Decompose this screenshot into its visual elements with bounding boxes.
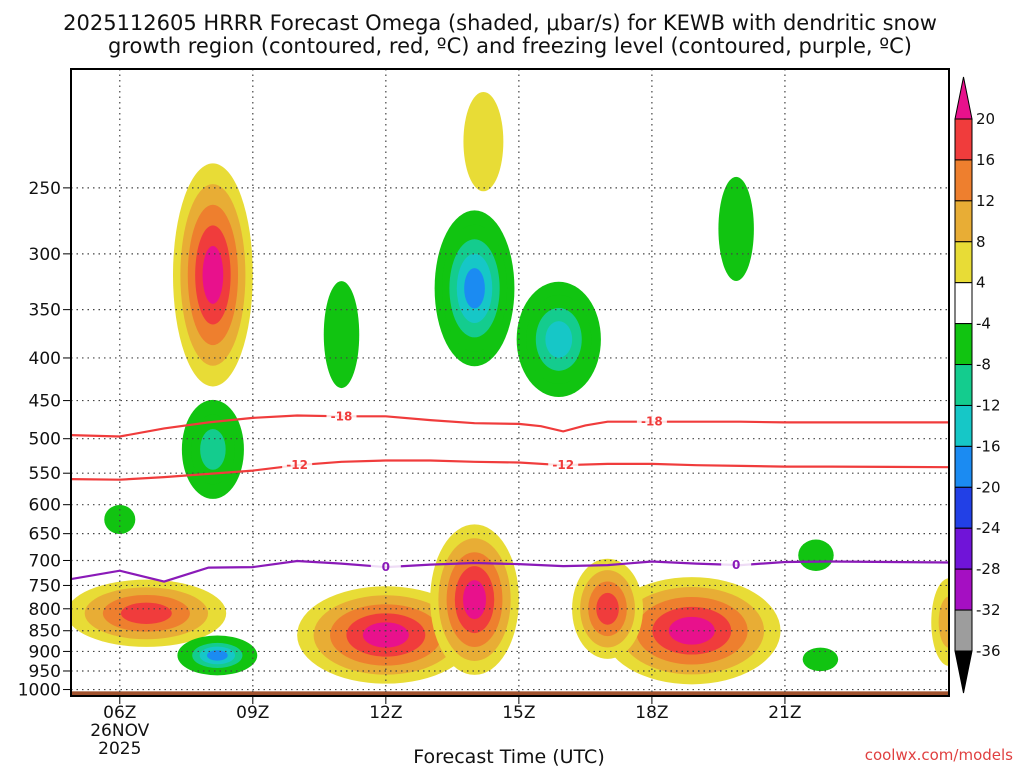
credit-text: coolwx.com/models [865,746,1013,764]
colorbar-swatch-4 [954,282,973,325]
x-tick-label-09Z: 09Z [236,703,269,723]
omega-shade-16-0 [802,647,839,672]
y-tick-label-450: 450 [29,392,61,412]
x-tick-label-12Z: 12Z [369,703,402,723]
y-tick-label-350: 350 [29,301,61,321]
omega-shade-9-0 [718,176,754,281]
surface-ground-bar [71,691,949,696]
y-tick-label-550: 550 [29,464,61,484]
y-tick-label-800: 800 [29,600,61,620]
omega-shade-7-3 [545,321,573,358]
colorbar-tick-7: -12 [976,396,1001,414]
colorbar-swatch-7 [954,404,973,447]
omega-shade-15-0 [798,539,834,572]
x-tick-label-21Z: 21Z [768,703,801,723]
colorbar-swatch-8 [954,445,973,488]
omega-shade-5-0 [323,281,360,389]
y-tick-label-650: 650 [29,525,61,545]
contour-label-bg-2-0 [370,559,401,575]
y-axis: 2503003504004505005506006507007508008509… [18,179,71,701]
y-tick-label-500: 500 [29,430,61,450]
colorbar-swatch-3 [954,241,973,284]
contour-label-1-1: -12 [552,458,574,472]
colorbar-tick-11: -28 [976,560,1001,578]
y-tick-label-700: 700 [29,551,61,571]
omega-shade-1-3 [120,602,172,624]
colorbar-swatch-5 [954,323,973,366]
omega-shade-4-0 [104,504,136,534]
colorbar-tick-12: -32 [976,601,1001,619]
colorbar-swatch-11 [954,568,973,611]
contour-line-1 [71,459,949,481]
contour-label-2-0: 0 [382,560,390,574]
colorbar-tick-1: 16 [976,151,995,169]
omega-shade-8-0 [463,91,504,192]
chart-title-line2: growth region (contoured, red, ºC) and f… [108,34,912,58]
colorbar: 20 16 12 8 4 -4 -8 -12 -16 -20 -24 -28 -32 -36 [954,76,1001,694]
contour-label-bg-1-1 [548,457,579,473]
y-tick-label-400: 400 [29,349,61,369]
y-tick-label-250: 250 [29,179,61,199]
x-tick-label-18Z: 18Z [635,703,668,723]
colorbar-tick-3: 8 [976,233,986,251]
y-tick-label-600: 600 [29,496,61,516]
y-tick-label-750: 750 [29,576,61,596]
omega-shade-6-4 [464,268,485,309]
x-tick-year: 2025 [98,739,141,759]
colorbar-tick-4: 4 [976,274,986,292]
colorbar-tick-5: -4 [976,315,991,333]
omega-shade-12-4 [668,616,715,645]
colorbar-tick-2: 12 [976,192,995,210]
x-tick-label-15Z: 15Z [502,703,535,723]
colorbar-swatch-12 [954,609,973,652]
colorbar-swatch-0 [954,118,973,161]
x-tick-label-06Z: 06Z [103,703,136,723]
colorbar-tick-10: -24 [976,519,1001,537]
colorbar-swatch-6 [954,364,973,406]
colorbar-top-arrow [954,76,973,120]
contour-label-bg-1-0 [282,457,313,473]
contour-label-bg-0-1 [636,413,667,429]
colorbar-swatch-10 [954,527,973,570]
omega-shade-11-4 [463,580,487,620]
isotherm-layer: -18 -18 -12 -12 0 0 [71,408,949,583]
colorbar-tick-13: -36 [976,642,1001,660]
contour-label-bg-2-1 [721,556,752,572]
plot-frame [70,68,950,697]
contour-label-2-1: 0 [732,558,740,572]
contour-line-0 [71,414,949,438]
x-axis-label: Forecast Time (UTC) [413,746,604,768]
y-tick-label-850: 850 [29,622,61,642]
colorbar-swatch-1 [954,159,973,202]
colorbar-tick-8: -16 [976,437,1001,455]
x-tick-date: 26NOV [90,721,149,741]
y-tick-label-900: 900 [29,642,61,662]
contour-label-1-0: -12 [286,458,308,472]
colorbar-swatch-9 [954,486,973,529]
omega-shading-layer [71,91,949,696]
y-tick-label-950: 950 [29,662,61,682]
omega-shade-13-3 [596,592,619,625]
colorbar-bottom-arrow [954,650,973,694]
contour-label-0-0: -18 [331,409,353,423]
y-tick-label-300: 300 [29,245,61,265]
omega-shade-0-4 [202,246,224,304]
colorbar-tick-0: 20 [976,110,995,128]
colorbar-tick-6: -8 [976,356,991,374]
colorbar-tick-9: -20 [976,478,1001,496]
chart-title-line1: 2025112605 HRRR Forecast Omega (shaded, … [63,11,937,35]
omega-shade-2-4 [206,650,228,661]
omega-shade-3-2 [200,429,226,470]
contour-label-0-1: -18 [641,415,663,429]
colorbar-swatch-2 [954,200,973,243]
y-tick-label-1000: 1000 [18,681,61,701]
grid-layer [71,69,949,696]
contour-label-bg-0-0 [326,408,357,424]
omega-shade-10-4 [362,622,409,648]
